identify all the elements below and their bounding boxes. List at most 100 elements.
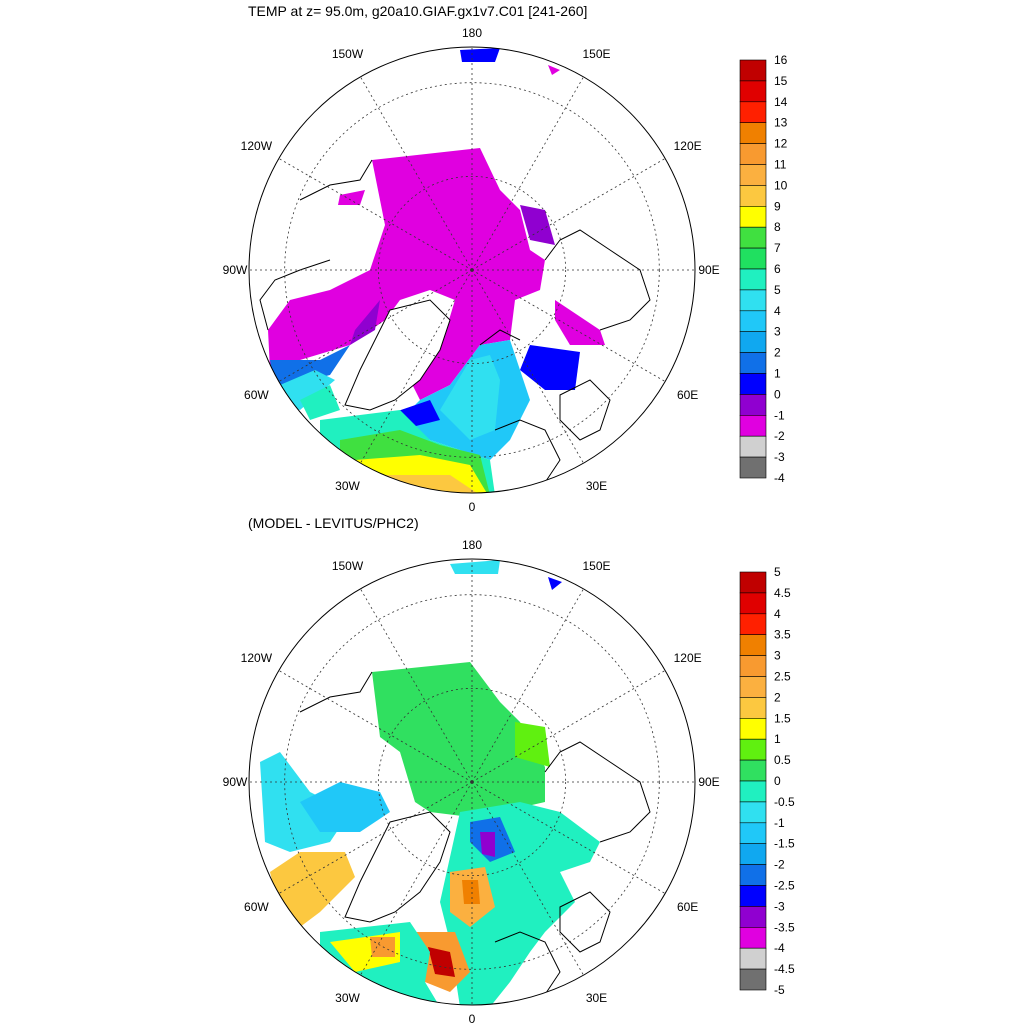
colorbar-swatch [739,247,767,270]
longitude-label: 60E [676,899,699,914]
colorbar-tick-label: 13 [774,116,788,130]
longitude-label: 150E [582,47,611,62]
polar-map [248,558,696,1006]
difference-region [548,577,562,590]
longitude-label: 0 [468,1012,476,1026]
colorbar-tick-label: 11 [774,158,787,172]
longitude-label: 30E [585,478,608,493]
colorbar-swatch [739,592,767,615]
land-outline [494,931,561,1003]
colorbar-tick-label: -1.5 [774,837,795,851]
longitude-label: 60W [244,387,269,402]
colorbar-swatch [739,864,767,886]
meridian-line [471,781,666,894]
greenland-landmass [344,811,451,923]
longitude-label: 90E [698,775,720,789]
colorbar-tick-label: -1 [774,408,785,422]
longitude-label: 30W [335,478,360,493]
difference-region [270,852,355,927]
colorbar-swatch [739,331,767,353]
longitude-label: 60E [676,387,699,402]
colorbar-tick-label: 8 [774,220,781,234]
difference-region [300,782,390,832]
meridian-line [278,158,473,271]
colorbar-swatch [739,373,767,395]
difference-region [480,832,495,857]
colorbar-tick-label: -3.5 [774,920,795,934]
colorbar-tick-label: -0.5 [774,795,795,809]
latitude-circle [377,175,567,365]
latitude-circle [284,594,660,970]
cold-water-region [338,190,365,205]
latitude-circle [284,82,660,458]
colorbar-swatch [739,59,767,82]
longitude-label: 0 [468,500,476,514]
longitude-label: 60W [244,899,269,914]
colorbar-tick-label: 2 [774,346,781,360]
colorbar-tick-label: 0.5 [774,753,791,767]
colorbar-swatch [739,801,767,824]
colorbar-swatch [739,122,767,144]
longitude-label: 180 [461,26,483,40]
difference-region [370,937,395,957]
colorbar-swatch [739,310,767,332]
land-outline [544,741,651,843]
colorbar-tick-label: 1.5 [774,711,791,725]
land-outline [479,329,521,346]
colorbar-tick-label: 3 [774,325,781,339]
colorbar-swatch [739,268,767,291]
meridian-line [360,588,473,783]
meridian-line [471,588,584,783]
greenland-landmass [344,299,451,411]
colorbar-tick-label: -3 [774,899,785,913]
longitude-label: 150W [331,559,364,574]
colorbar-swatch [739,759,767,782]
cold-water-region [268,148,545,400]
colorbar-swatch [739,456,767,479]
colorbar-swatch [739,185,767,207]
longitude-label: 90W [222,775,248,789]
longitude-label: 150W [331,47,364,62]
colorbar-tick-label: -4.5 [774,962,795,976]
colorbar-swatch [739,738,767,761]
meridian-line [278,670,473,783]
colorbar-tick-label: 16 [774,53,788,67]
colorbar-swatch [739,394,767,416]
colorbar-swatch [739,414,767,437]
longitude-label: 90W [222,263,248,277]
longitude-label: 120E [673,138,702,153]
cold-water-region [555,300,605,345]
difference-region [462,880,480,904]
colorbar-swatch [739,613,767,635]
colorbar-tick-label: 4 [774,304,781,318]
longitude-label: 120W [240,138,273,153]
colorbar-tick-label: 3.5 [774,628,791,642]
colorbar: 5 4.5 4 3.5 3 2.5 2 1.5 1 0.5 0 -0.5 -1 -1.5 -2 -2.5 -3 -… [739,565,795,997]
cold-water-region [460,48,500,62]
land-outline [299,671,373,713]
colorbar-swatch [739,906,767,928]
colorbar-swatch [739,947,767,970]
colorbar-swatch [739,289,767,312]
colorbar-swatch [739,676,767,698]
map-boundary [248,46,696,494]
difference-region [372,662,545,817]
colorbar-tick-label: 1 [774,367,781,381]
colorbar-tick-label: 7 [774,241,781,255]
colorbar-tick-label: 9 [774,199,781,213]
difference-region [515,722,550,767]
colorbar-swatch [739,780,767,803]
meridian-line [278,269,473,382]
colorbar-tick-label: 4 [774,607,781,621]
colorbar-tick-label: 0 [774,387,781,401]
meridian-line [360,269,473,464]
colorbar-tick-label: 4.5 [774,586,791,600]
difference-region [428,947,455,977]
colorbar-tick-label: -5 [774,983,785,997]
colorbar-tick-label: -1 [774,816,785,830]
polar-map [248,46,696,494]
colorbar-swatch [739,655,767,677]
longitude-label: 120W [240,650,273,665]
colorbar-tick-label: 12 [774,137,788,151]
colorbar-tick-label: -2 [774,858,785,872]
